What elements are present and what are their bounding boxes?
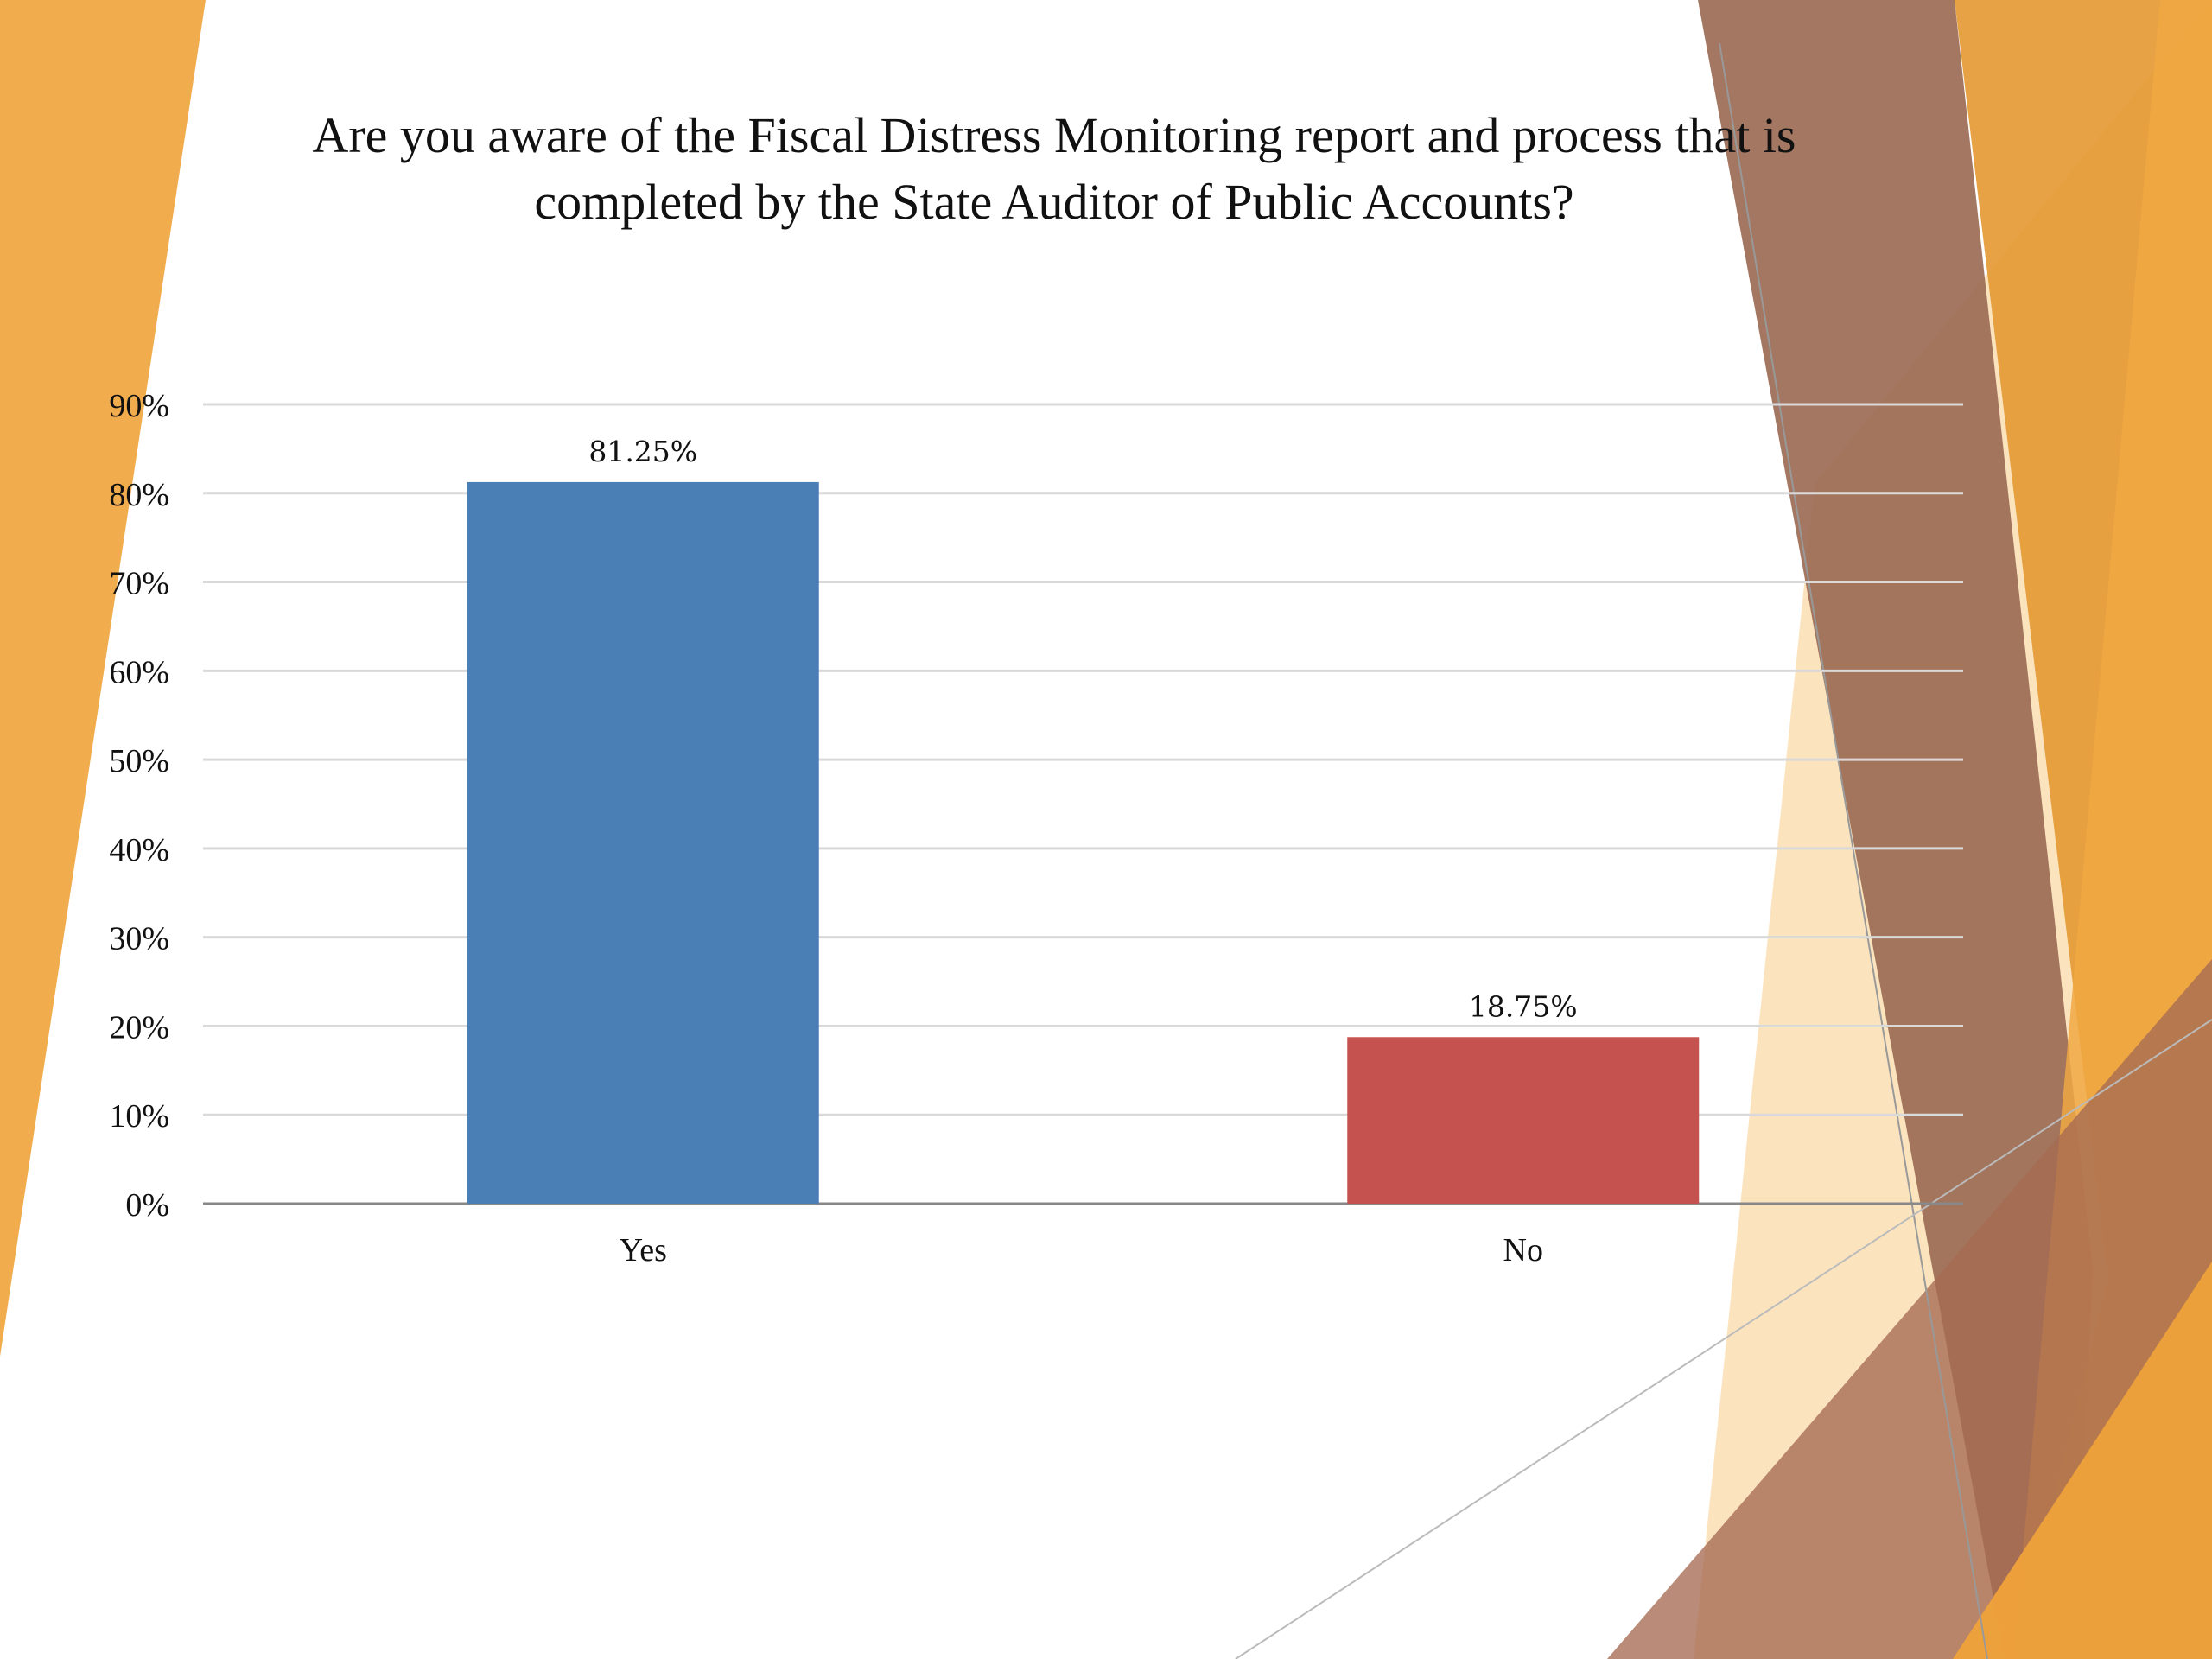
chart-title-line1: Are you aware of the Fiscal Distress Mon… bbox=[312, 107, 1796, 163]
chart-title-line2: completed by the State Auditor of Public… bbox=[534, 174, 1574, 230]
y-tick-label: 70% bbox=[109, 566, 169, 602]
y-tick-label: 30% bbox=[109, 921, 169, 957]
decor-thin-line-2 bbox=[1235, 1019, 2212, 1659]
y-tick-label: 10% bbox=[109, 1098, 169, 1135]
bar-yes bbox=[467, 481, 819, 1204]
chart-title: Are you aware of the Fiscal Distress Mon… bbox=[156, 102, 1953, 235]
y-tick-label: 50% bbox=[109, 743, 169, 779]
decor-thin-line-1 bbox=[1719, 42, 1988, 1659]
left-orange-wedge bbox=[0, 0, 206, 1357]
data-label: 81.25% bbox=[588, 435, 697, 468]
y-tick-label: 60% bbox=[109, 654, 169, 690]
bottom-brown-triangle bbox=[1607, 959, 2212, 1659]
y-tick-label: 90% bbox=[109, 388, 169, 424]
bar-no bbox=[1347, 1037, 1700, 1204]
y-tick-label: 80% bbox=[109, 477, 169, 513]
y-tick-label: 0% bbox=[125, 1187, 169, 1224]
x-tick-label: Yes bbox=[620, 1232, 667, 1268]
x-tick-label: No bbox=[1503, 1232, 1543, 1268]
y-tick-label: 40% bbox=[109, 832, 169, 868]
y-tick-label: 20% bbox=[109, 1009, 169, 1046]
data-label: 18.75% bbox=[1469, 989, 1578, 1023]
bottom-orange-triangle bbox=[1953, 1262, 2212, 1659]
